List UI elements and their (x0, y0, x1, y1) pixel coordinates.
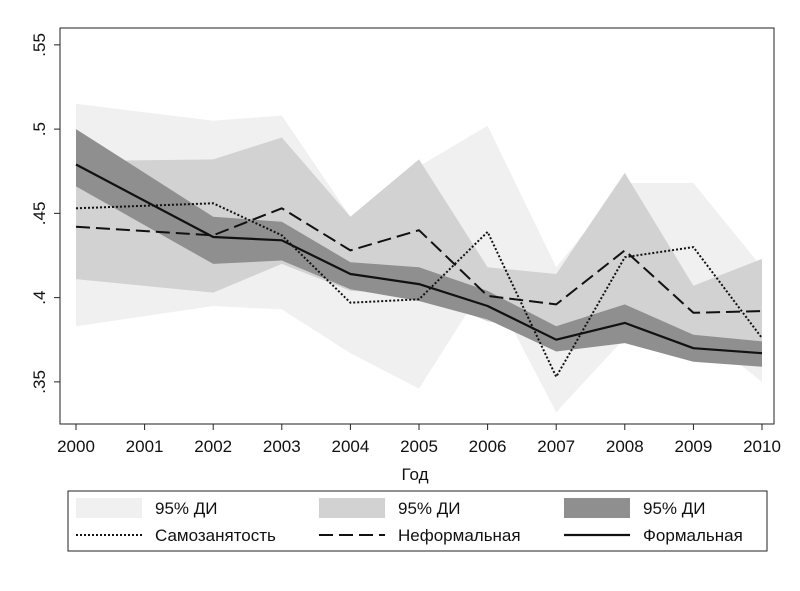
x-tick-label: 2010 (743, 437, 781, 456)
legend-frame (67, 490, 768, 552)
x-tick-label: 2005 (400, 437, 438, 456)
x-tick-label: 2003 (263, 437, 301, 456)
x-tick-label: 2006 (469, 437, 507, 456)
y-tick-label: .55 (30, 33, 49, 57)
plot-area (59, 27, 775, 425)
plot-frame (59, 27, 775, 425)
x-tick-label: 2000 (57, 437, 95, 456)
legend-label-self-employment: Самозанятость (155, 526, 276, 545)
legend-swatch-ci-dark (564, 498, 630, 518)
y-tick-label: .5 (30, 122, 49, 136)
y-tick-label: .4 (30, 291, 49, 305)
x-tick-label: 2004 (331, 437, 369, 456)
y-tick-label: .45 (30, 202, 49, 226)
legend-swatch-ci-medium (319, 498, 385, 518)
legend-label-informal: Неформальная (398, 526, 521, 545)
x-tick-label: 2007 (537, 437, 575, 456)
legend: 95% ДИ 95% ДИ 95% ДИ Самозанятость Нефор… (67, 490, 768, 552)
x-axis-title: Год (401, 465, 428, 484)
x-axis: 2000 2001 2002 2003 2004 2005 2006 2007 2008 2009… (57, 424, 781, 456)
ci-band-dark (76, 129, 762, 367)
legend-swatch-ci-light (76, 498, 142, 518)
legend-label-ci-dark: 95% ДИ (643, 499, 705, 518)
ci-band-medium (76, 137, 762, 364)
ci-bands (76, 103, 762, 413)
x-tick-label: 2008 (606, 437, 644, 456)
x-tick-label: 2001 (126, 437, 164, 456)
legend-label-formal: Формальная (643, 526, 743, 545)
legend-label-ci-light: 95% ДИ (155, 499, 217, 518)
series-line-informal (75, 207, 763, 314)
x-tick-label: 2002 (194, 437, 232, 456)
y-tick-label: .35 (30, 370, 49, 394)
series-lines (75, 163, 763, 378)
series-line-self-employment (75, 202, 763, 378)
x-tick-label: 2009 (674, 437, 712, 456)
series-line-formal (75, 163, 763, 355)
y-axis: .35 .4 .45 .5 .55 (30, 33, 60, 394)
legend-label-ci-medium: 95% ДИ (398, 499, 460, 518)
